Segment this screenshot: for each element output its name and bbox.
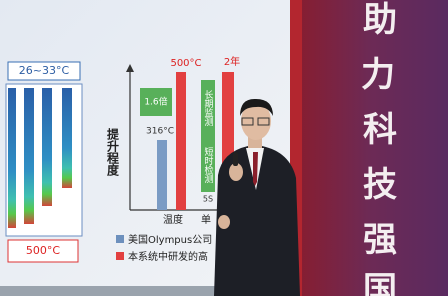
photo: 26~33°C 500°C 提升程度 1.6倍 500°C 316°C 2年 长… — [0, 0, 448, 296]
short-time: 5S — [203, 195, 213, 204]
heat-bar — [8, 88, 16, 228]
x-label: 温度 — [163, 213, 183, 226]
top-temp: 500°C — [170, 58, 201, 69]
red-bar — [176, 72, 186, 210]
banner-char: 科 — [363, 110, 397, 150]
banner-char: 国 — [363, 270, 397, 296]
blue-bar — [157, 140, 167, 210]
heat-bar — [62, 88, 72, 188]
banner-char: 助 — [363, 0, 397, 40]
ratio-label: 1.6倍 — [144, 96, 167, 108]
page: 26~33°C 500°C 提升程度 1.6倍 500°C 316°C 2年 长… — [0, 0, 448, 296]
temp-label: 500°C — [26, 244, 60, 257]
legend-swatch — [116, 252, 124, 260]
legend-entry: 美国Olympus公司 — [128, 233, 212, 246]
legend-swatch — [116, 235, 124, 243]
x-label: 单 — [201, 214, 211, 226]
range-label: 26~33°C — [19, 64, 70, 77]
banner-char: 强 — [363, 220, 397, 260]
banner-char: 力 — [361, 55, 395, 95]
duration: 2年 — [224, 55, 240, 68]
base-temp: 316°C — [146, 127, 174, 137]
y-axis-label: 提升程度 — [106, 127, 120, 177]
heat-bar — [24, 88, 34, 224]
legend-entry: 本系统中研发的高 — [128, 250, 208, 263]
long-term: 长期监测 — [203, 89, 214, 127]
banner-char: 技 — [363, 165, 397, 205]
heat-bar — [42, 88, 52, 206]
short-term: 短时检测 — [203, 146, 214, 184]
